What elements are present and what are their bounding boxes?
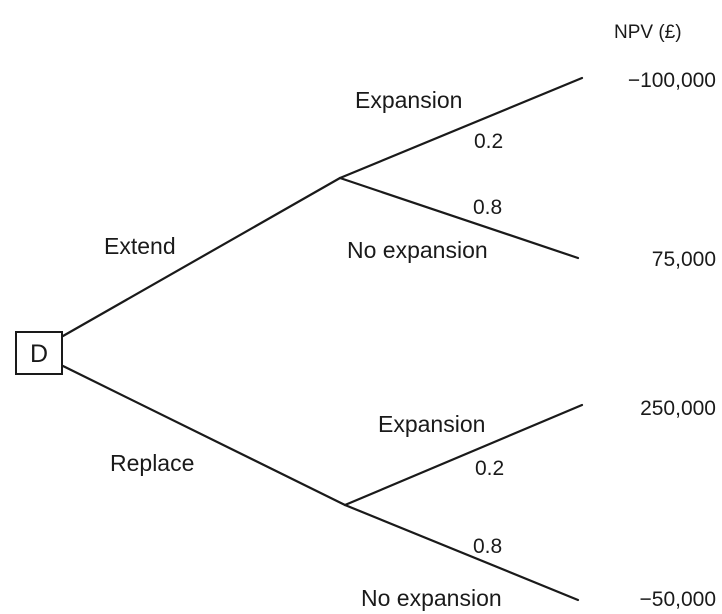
decision-node-box — [15, 331, 63, 375]
outcome-label-replace-no-expansion: No expansion — [361, 585, 502, 611]
probability-extend-no-expansion: 0.8 — [473, 196, 502, 219]
probability-extend-expansion: 0.2 — [474, 130, 503, 153]
edge-replace-expansion — [343, 403, 584, 507]
outcome-label-extend-no-expansion: No expansion — [347, 237, 488, 263]
edge-replace-no-expansion — [343, 503, 580, 602]
npv-value-replace-no-expansion: −50,000 — [640, 588, 717, 611]
npv-value-extend-no-expansion: 75,000 — [652, 248, 716, 271]
branch-label-extend: Extend — [104, 233, 176, 259]
npv-value-replace-expansion: 250,000 — [640, 397, 716, 420]
edge-extend-expansion — [338, 76, 584, 180]
probability-replace-expansion: 0.2 — [475, 457, 504, 480]
edge-replace — [61, 364, 347, 507]
branch-label-replace: Replace — [110, 450, 194, 476]
edge-extend — [61, 176, 342, 338]
npv-column-header: NPV (£) — [614, 22, 682, 43]
npv-value-extend-expansion: −100,000 — [628, 69, 716, 92]
edge-extend-no-expansion — [338, 176, 580, 260]
probability-replace-no-expansion: 0.8 — [473, 535, 502, 558]
outcome-label-extend-expansion: Expansion — [355, 87, 462, 113]
decision-node-label: D — [30, 340, 48, 368]
outcome-label-replace-expansion: Expansion — [378, 411, 485, 437]
